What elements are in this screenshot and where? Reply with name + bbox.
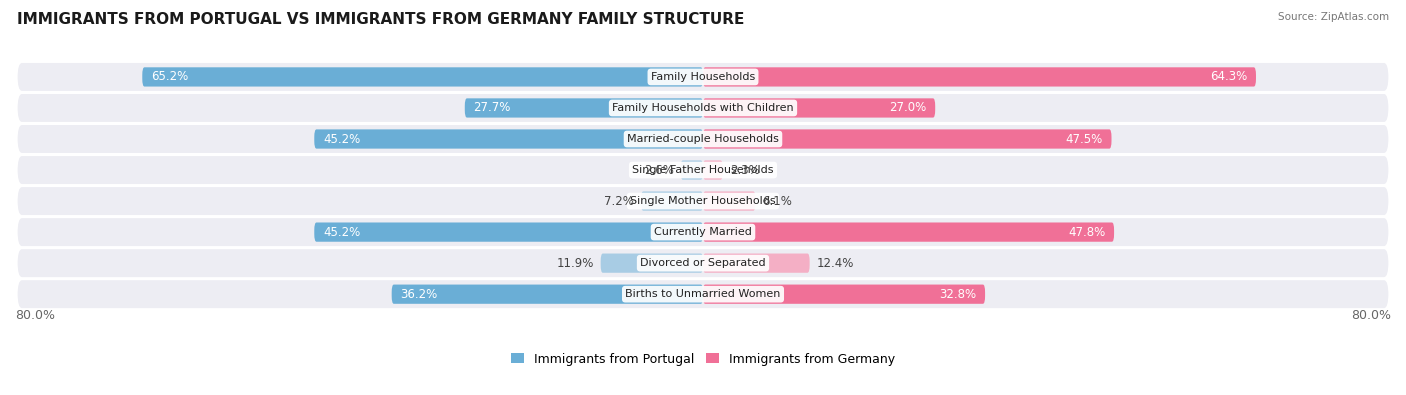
Text: 2.3%: 2.3% — [730, 164, 759, 177]
Text: 11.9%: 11.9% — [557, 257, 593, 270]
Text: 64.3%: 64.3% — [1211, 70, 1247, 83]
FancyBboxPatch shape — [18, 63, 1388, 91]
FancyBboxPatch shape — [18, 249, 1388, 277]
FancyBboxPatch shape — [315, 130, 703, 149]
Text: 80.0%: 80.0% — [15, 309, 55, 322]
FancyBboxPatch shape — [703, 192, 755, 211]
Text: Source: ZipAtlas.com: Source: ZipAtlas.com — [1278, 12, 1389, 22]
Text: 12.4%: 12.4% — [817, 257, 853, 270]
Text: 6.1%: 6.1% — [762, 195, 792, 208]
FancyBboxPatch shape — [18, 94, 1388, 122]
FancyBboxPatch shape — [703, 67, 1256, 87]
FancyBboxPatch shape — [641, 192, 703, 211]
Text: 2.6%: 2.6% — [644, 164, 673, 177]
Text: Births to Unmarried Women: Births to Unmarried Women — [626, 289, 780, 299]
FancyBboxPatch shape — [142, 67, 703, 87]
Text: Family Households with Children: Family Households with Children — [612, 103, 794, 113]
Text: 32.8%: 32.8% — [939, 288, 977, 301]
FancyBboxPatch shape — [600, 254, 703, 273]
Text: Currently Married: Currently Married — [654, 227, 752, 237]
FancyBboxPatch shape — [681, 160, 703, 180]
Text: Divorced or Separated: Divorced or Separated — [640, 258, 766, 268]
Legend: Immigrants from Portugal, Immigrants from Germany: Immigrants from Portugal, Immigrants fro… — [510, 353, 896, 366]
FancyBboxPatch shape — [703, 284, 986, 304]
Text: 80.0%: 80.0% — [1351, 309, 1391, 322]
FancyBboxPatch shape — [315, 222, 703, 242]
FancyBboxPatch shape — [18, 156, 1388, 184]
Text: 47.5%: 47.5% — [1066, 132, 1102, 145]
Text: 27.7%: 27.7% — [474, 102, 510, 115]
FancyBboxPatch shape — [392, 284, 703, 304]
Text: 36.2%: 36.2% — [401, 288, 437, 301]
FancyBboxPatch shape — [18, 187, 1388, 215]
Text: Married-couple Households: Married-couple Households — [627, 134, 779, 144]
FancyBboxPatch shape — [703, 222, 1114, 242]
Text: 47.8%: 47.8% — [1069, 226, 1105, 239]
FancyBboxPatch shape — [18, 125, 1388, 153]
Text: 65.2%: 65.2% — [150, 70, 188, 83]
Text: 7.2%: 7.2% — [605, 195, 634, 208]
FancyBboxPatch shape — [465, 98, 703, 118]
FancyBboxPatch shape — [18, 218, 1388, 246]
Text: Single Mother Households: Single Mother Households — [630, 196, 776, 206]
Text: 45.2%: 45.2% — [323, 226, 360, 239]
FancyBboxPatch shape — [703, 254, 810, 273]
FancyBboxPatch shape — [703, 160, 723, 180]
Text: Single Father Households: Single Father Households — [633, 165, 773, 175]
Text: Family Households: Family Households — [651, 72, 755, 82]
FancyBboxPatch shape — [703, 130, 1112, 149]
FancyBboxPatch shape — [18, 280, 1388, 308]
Text: IMMIGRANTS FROM PORTUGAL VS IMMIGRANTS FROM GERMANY FAMILY STRUCTURE: IMMIGRANTS FROM PORTUGAL VS IMMIGRANTS F… — [17, 12, 744, 27]
Text: 27.0%: 27.0% — [890, 102, 927, 115]
Text: 45.2%: 45.2% — [323, 132, 360, 145]
FancyBboxPatch shape — [703, 98, 935, 118]
